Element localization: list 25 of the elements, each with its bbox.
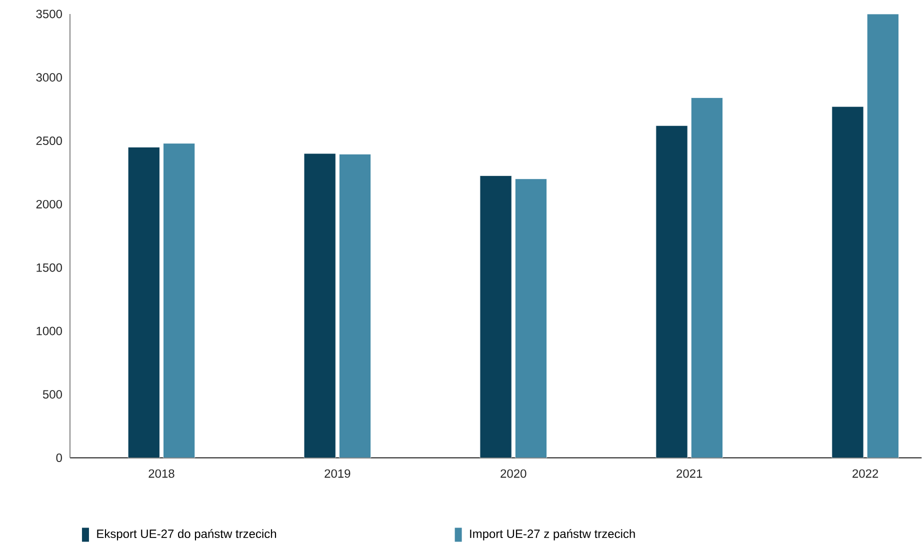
y-tick-label: 1000 <box>36 326 62 336</box>
x-tick-label: 2018 <box>148 469 174 478</box>
bar <box>338 154 372 458</box>
legend-label: Import UE-27 z państw trzecich <box>470 529 635 541</box>
y-tick-label: 3500 <box>36 10 62 18</box>
x-tick-label: 2020 <box>500 469 526 478</box>
bar <box>304 153 336 458</box>
y-tick-label: 2000 <box>36 200 62 209</box>
y-tick-label: 1500 <box>36 263 62 272</box>
y-tick-label: 500 <box>42 390 62 399</box>
bar <box>128 147 160 458</box>
bar <box>866 14 899 458</box>
y-tick-label: 2500 <box>36 136 62 146</box>
y-tick-label: 3000 <box>36 73 62 82</box>
bar <box>690 98 724 458</box>
bar <box>514 178 548 458</box>
bar <box>480 176 512 458</box>
legend-label: Eksport UE-27 do państw trzecich <box>97 529 276 541</box>
x-tick-label: 2019 <box>324 469 350 478</box>
bar <box>162 143 196 458</box>
y-tick-label: 0 <box>56 454 62 462</box>
x-tick-label: 2021 <box>676 469 702 478</box>
bar <box>656 125 688 458</box>
bar <box>832 106 864 458</box>
x-tick-label: 2022 <box>852 469 878 478</box>
